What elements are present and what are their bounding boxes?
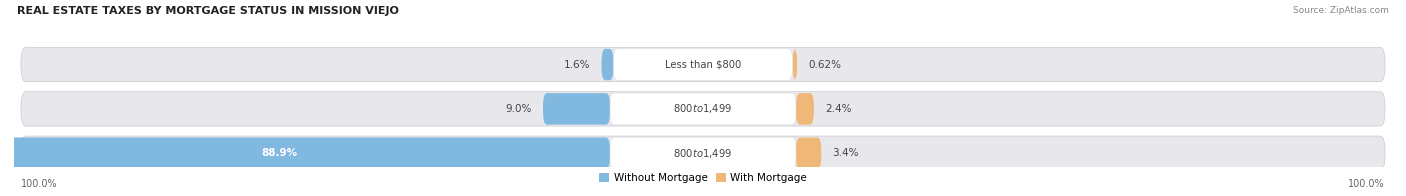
FancyBboxPatch shape [796, 138, 821, 169]
FancyBboxPatch shape [796, 93, 814, 125]
Text: 0.62%: 0.62% [808, 60, 841, 70]
Text: 1.6%: 1.6% [564, 60, 591, 70]
FancyBboxPatch shape [610, 93, 796, 125]
Text: 9.0%: 9.0% [506, 104, 531, 114]
FancyBboxPatch shape [21, 136, 1385, 170]
FancyBboxPatch shape [793, 49, 797, 80]
Text: 100.0%: 100.0% [1348, 179, 1385, 189]
FancyBboxPatch shape [602, 49, 613, 80]
Text: 3.4%: 3.4% [832, 148, 859, 158]
Text: Less than $800: Less than $800 [665, 60, 741, 70]
FancyBboxPatch shape [21, 92, 1385, 126]
Legend: Without Mortgage, With Mortgage: Without Mortgage, With Mortgage [595, 169, 811, 187]
FancyBboxPatch shape [0, 138, 610, 169]
FancyBboxPatch shape [21, 47, 1385, 82]
Text: $800 to $1,499: $800 to $1,499 [673, 147, 733, 160]
Text: $800 to $1,499: $800 to $1,499 [673, 102, 733, 115]
Text: REAL ESTATE TAXES BY MORTGAGE STATUS IN MISSION VIEJO: REAL ESTATE TAXES BY MORTGAGE STATUS IN … [17, 6, 399, 16]
Text: 100.0%: 100.0% [21, 179, 58, 189]
FancyBboxPatch shape [543, 93, 610, 125]
FancyBboxPatch shape [613, 49, 793, 80]
Text: 88.9%: 88.9% [262, 148, 297, 158]
Text: 2.4%: 2.4% [825, 104, 852, 114]
Text: Source: ZipAtlas.com: Source: ZipAtlas.com [1294, 6, 1389, 15]
FancyBboxPatch shape [610, 138, 796, 169]
